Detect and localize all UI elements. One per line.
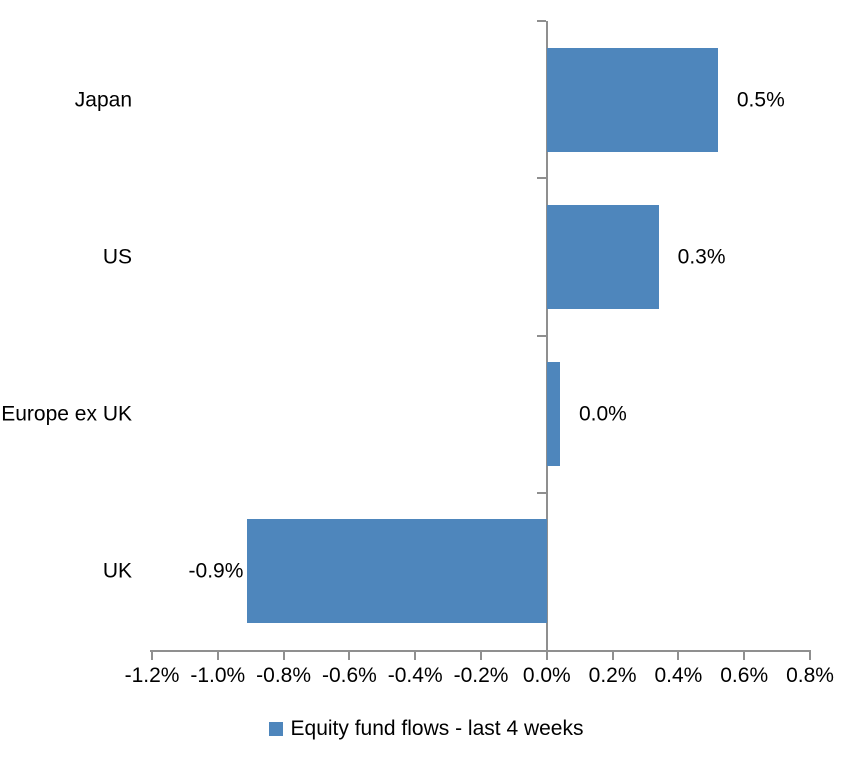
x-axis-tick-label: -1.0% [190, 664, 246, 687]
x-axis-tick-label: 0.8% [786, 664, 834, 687]
x-axis-tick [611, 650, 614, 660]
x-axis-tick [282, 650, 285, 660]
x-axis-tick-label: -0.4% [387, 664, 443, 687]
y-axis-zero-line [545, 21, 548, 660]
x-axis-tick [480, 650, 482, 660]
x-axis-tick [151, 650, 153, 660]
x-axis-tick [743, 650, 746, 660]
x-axis-tick [348, 650, 351, 660]
category-label: US [102, 245, 132, 269]
legend-label: Equity fund flows - last 4 weeks [290, 717, 584, 740]
category-axis-tick [536, 491, 546, 494]
bar [247, 519, 547, 624]
bar [546, 204, 659, 309]
x-axis-tick [216, 650, 219, 660]
x-axis-tick-label: -0.2% [453, 664, 509, 687]
x-axis-tick-label: -0.6% [321, 664, 377, 687]
x-axis-tick-label: 0.2% [588, 664, 637, 687]
category-axis-tick [536, 334, 546, 337]
x-axis-tick [414, 650, 417, 660]
value-label: 0.0% [578, 402, 627, 426]
x-axis-tick-label: -1.2% [124, 664, 180, 687]
x-axis-tick [809, 650, 811, 660]
bar [546, 47, 718, 152]
value-label: -0.9% [188, 559, 244, 583]
legend: Equity fund flows - last 4 weeks [0, 716, 852, 741]
value-label: 0.3% [677, 245, 726, 269]
x-axis-tick-label: 0.4% [654, 664, 703, 687]
category-label: Japan [74, 88, 132, 112]
category-axis-tick [536, 20, 546, 22]
x-axis-tick-label: -0.8% [256, 664, 312, 687]
category-label: UK [102, 559, 132, 583]
bar [546, 362, 560, 467]
category-axis-tick [536, 177, 546, 180]
x-axis-tick [677, 650, 680, 660]
legend-swatch [268, 721, 283, 736]
x-axis-tick-label: 0.0% [522, 664, 571, 687]
category-label: Europe ex UK [1, 402, 132, 426]
x-axis-tick-label: 0.6% [720, 664, 769, 687]
value-label: 0.5% [736, 88, 785, 112]
